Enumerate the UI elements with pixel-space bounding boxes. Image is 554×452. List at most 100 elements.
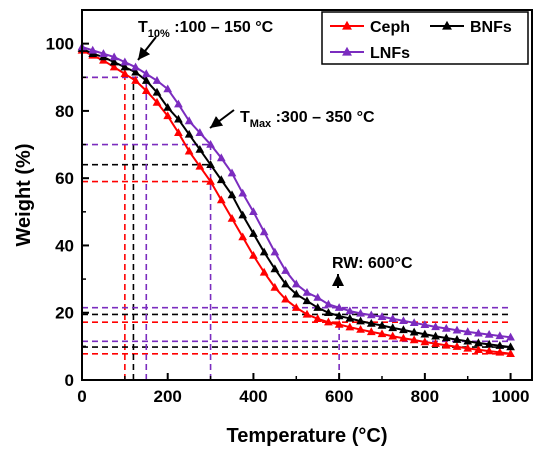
data-point-bnfs bbox=[334, 311, 344, 320]
data-point-lnfs bbox=[377, 312, 387, 320]
data-point-ceph bbox=[313, 314, 323, 323]
legend: Ceph BNFs LNFs bbox=[321, 11, 529, 65]
x-tick-label: 600 bbox=[325, 387, 353, 406]
data-point-lnfs bbox=[206, 139, 215, 148]
data-point-bnfs bbox=[238, 210, 248, 219]
annotation-rw: RW: 600°C bbox=[332, 255, 413, 288]
data-point-lnfs bbox=[399, 316, 408, 325]
data-point-lnfs bbox=[227, 168, 237, 177]
data-point-bnfs bbox=[399, 325, 408, 334]
data-point-bnfs bbox=[474, 338, 483, 347]
legend-label-ceph: Ceph bbox=[370, 19, 410, 36]
data-point-lnfs bbox=[131, 62, 140, 71]
data-point-lnfs bbox=[431, 322, 440, 331]
data-point-ceph bbox=[238, 232, 248, 241]
legend-marker-lnfs bbox=[342, 46, 352, 56]
data-point-ceph bbox=[141, 86, 151, 94]
data-point-lnfs bbox=[495, 331, 505, 340]
data-point-ceph bbox=[345, 322, 355, 331]
y-tick-label: 60 bbox=[55, 169, 74, 188]
data-point-ceph bbox=[184, 146, 194, 155]
data-point-lnfs bbox=[238, 188, 248, 197]
data-point-ceph bbox=[152, 97, 162, 106]
data-point-lnfs bbox=[420, 320, 430, 329]
data-point-bnfs bbox=[377, 320, 387, 329]
data-point-ceph bbox=[452, 342, 462, 350]
data-point-bnfs bbox=[366, 318, 376, 327]
data-point-bnfs bbox=[131, 67, 140, 76]
y-tick-label: 80 bbox=[55, 102, 74, 121]
x-tick-label: 0 bbox=[77, 387, 86, 406]
series-bnfs bbox=[77, 44, 515, 351]
data-point-bnfs bbox=[431, 331, 440, 340]
data-point-lnfs bbox=[270, 247, 280, 256]
data-point-bnfs bbox=[302, 296, 312, 305]
data-point-bnfs bbox=[174, 114, 183, 123]
data-point-bnfs bbox=[152, 87, 162, 96]
data-point-ceph bbox=[259, 267, 269, 276]
legend-label-lnfs: LNFs bbox=[370, 45, 410, 62]
data-point-ceph bbox=[334, 319, 344, 328]
annotation-t10: T10% :100 – 150 °C bbox=[137, 19, 274, 61]
plot-frame bbox=[81, 9, 533, 381]
data-point-ceph bbox=[281, 294, 290, 303]
data-point-lnfs bbox=[506, 332, 515, 341]
y-tick-label: 0 bbox=[65, 371, 74, 390]
x-tick-label: 400 bbox=[239, 387, 267, 406]
data-point-bnfs bbox=[441, 333, 451, 342]
data-point-ceph bbox=[324, 317, 333, 326]
data-point-ceph bbox=[420, 337, 430, 346]
data-point-lnfs bbox=[474, 328, 483, 337]
series-layer bbox=[77, 42, 515, 357]
data-point-lnfs bbox=[109, 52, 119, 61]
data-point-ceph bbox=[195, 161, 205, 170]
annotation-tmax: TMax :300 – 350 °C bbox=[209, 109, 375, 130]
data-point-bnfs bbox=[463, 336, 473, 345]
data-point-ceph bbox=[206, 176, 215, 185]
annotation-tmax-main: T bbox=[240, 109, 250, 126]
data-point-ceph bbox=[291, 303, 301, 311]
annotation-tmax-arrow bbox=[209, 109, 235, 129]
data-point-ceph bbox=[227, 213, 237, 222]
data-point-bnfs bbox=[259, 247, 269, 256]
data-point-bnfs bbox=[206, 160, 215, 168]
tick-layer: 0 200 400 600 800 1000 0 20 40 60 80 100 bbox=[46, 35, 530, 406]
data-point-ceph bbox=[388, 331, 398, 340]
annotation-rw-text: RW: 600°C bbox=[332, 255, 413, 272]
x-tick-label: 200 bbox=[154, 387, 182, 406]
data-point-bnfs bbox=[388, 323, 398, 332]
data-point-bnfs bbox=[270, 264, 280, 273]
data-point-bnfs bbox=[281, 279, 290, 288]
data-point-lnfs bbox=[184, 116, 194, 125]
data-point-bnfs bbox=[495, 341, 505, 349]
data-point-bnfs bbox=[195, 144, 205, 153]
data-point-lnfs bbox=[484, 329, 494, 338]
data-point-bnfs bbox=[484, 339, 494, 348]
legend-box bbox=[321, 11, 529, 65]
series-ceph bbox=[77, 45, 515, 357]
data-point-ceph bbox=[216, 195, 226, 204]
y-tick-label: 20 bbox=[55, 304, 74, 323]
data-point-bnfs bbox=[506, 342, 515, 351]
svg-text:TMax :300 – 350 °C: TMax :300 – 350 °C bbox=[240, 109, 375, 130]
data-point-bnfs bbox=[163, 102, 173, 111]
data-point-bnfs bbox=[109, 57, 119, 66]
data-point-bnfs bbox=[291, 289, 301, 298]
annotation-t10-arrow bbox=[137, 36, 157, 61]
data-point-lnfs bbox=[163, 84, 173, 93]
data-point-ceph bbox=[474, 345, 483, 353]
data-point-bnfs bbox=[356, 316, 365, 325]
data-point-lnfs bbox=[356, 308, 365, 317]
data-point-ceph bbox=[249, 250, 258, 259]
data-point-lnfs bbox=[259, 227, 269, 236]
data-point-lnfs bbox=[281, 266, 290, 274]
data-point-lnfs bbox=[249, 207, 258, 216]
data-point-bnfs bbox=[345, 313, 355, 322]
annotation-tmax-rest: :300 – 350 °C bbox=[271, 109, 375, 126]
series-lnfs bbox=[77, 42, 515, 341]
annotation-tmax-sub: Max bbox=[250, 118, 272, 130]
data-point-lnfs bbox=[195, 128, 205, 136]
data-point-lnfs bbox=[324, 299, 333, 308]
data-point-bnfs bbox=[313, 303, 323, 311]
annotation-t10-rest: :100 – 150 °C bbox=[170, 19, 274, 36]
